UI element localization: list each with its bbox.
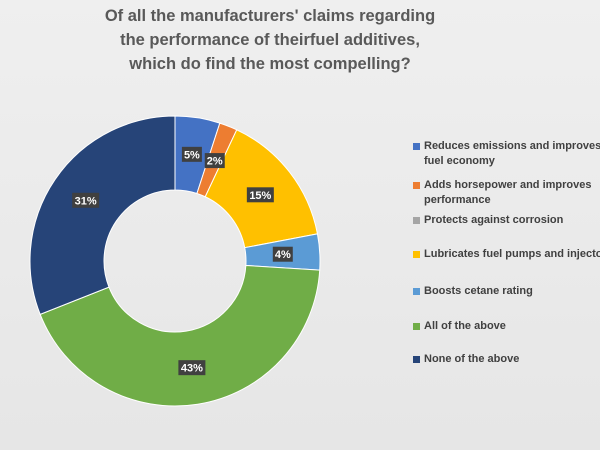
data-label-text: 4% <box>275 249 291 261</box>
legend-item: Boosts cetane rating <box>413 284 600 299</box>
chart-title-line-3: which do find the most compelling? <box>129 55 411 73</box>
legend-swatch <box>413 182 420 189</box>
data-label-box <box>272 246 293 262</box>
data-label-text: 31% <box>75 195 97 207</box>
data-label-box <box>204 153 225 169</box>
data-label-box <box>72 192 100 208</box>
data-label: 5% <box>181 146 202 162</box>
legend-swatch <box>413 143 420 150</box>
legend-item: None of the above <box>413 352 600 367</box>
chart-title-line-1: Of all the manufacturers' claims regardi… <box>104 7 436 25</box>
legend-item: Lubricates fuel pumps and injectors <box>413 247 600 262</box>
legend-item: Protects against corrosion <box>413 213 600 228</box>
data-label-text: 2% <box>207 156 223 168</box>
chart-title-line-2: the performance of theirfuel additives, <box>120 31 420 49</box>
legend-swatch <box>413 288 420 295</box>
data-label-text: 5% <box>184 149 200 161</box>
legend-label: All of the above <box>424 320 506 332</box>
legend-label: Adds horsepower and improves performance <box>424 179 592 206</box>
legend-swatch <box>413 356 420 363</box>
legend-item: Reduces emissions and improves fuel econ… <box>413 139 600 169</box>
legend-label: None of the above <box>424 353 520 365</box>
donut-slice <box>29 115 176 316</box>
legend-swatch <box>413 323 420 330</box>
data-label: 15% <box>246 187 274 203</box>
legend-swatch <box>413 217 420 224</box>
legend-swatch <box>413 251 420 258</box>
data-label-box <box>181 146 202 162</box>
data-label-box <box>246 187 274 203</box>
legend-item: Adds horsepower and improves performance <box>413 178 600 208</box>
data-label: 31% <box>72 192 100 208</box>
legend-label: Protects against corrosion <box>424 214 564 226</box>
data-label-box <box>178 360 206 376</box>
data-label: 43% <box>178 360 206 376</box>
data-label: 2% <box>204 153 225 169</box>
legend-label: Lubricates fuel pumps and injectors <box>424 248 600 260</box>
data-label: 4% <box>272 246 293 262</box>
chart-title: Of all the manufacturers' claims regardi… <box>90 4 450 76</box>
legend-label: Reduces emissions and improves fuel econ… <box>424 140 600 167</box>
data-label-text: 43% <box>181 363 203 375</box>
donut-slice <box>39 264 321 407</box>
legend-item: All of the above <box>413 319 600 334</box>
legend-label: Boosts cetane rating <box>424 285 533 297</box>
data-label-text: 15% <box>249 190 271 202</box>
